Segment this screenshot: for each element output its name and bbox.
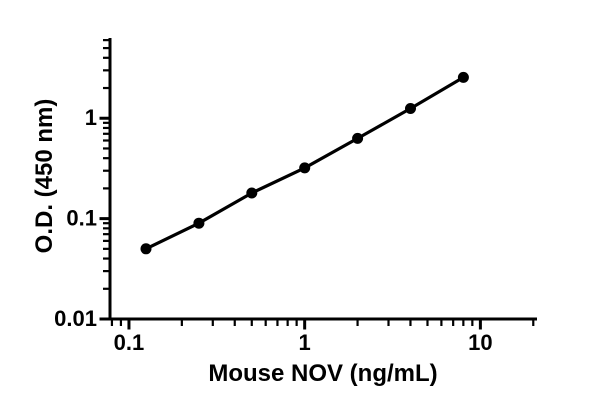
x-axis-title: Mouse NOV (ng/mL) — [208, 360, 437, 387]
data-point-marker — [299, 162, 311, 174]
data-point-marker — [457, 71, 469, 83]
x-tick-label: 0.1 — [114, 330, 145, 355]
data-point-marker — [246, 187, 258, 199]
y-tick-label: 0.01 — [54, 306, 97, 331]
y-tick-label: 1 — [85, 105, 97, 130]
y-axis-title: O.D. (450 nm) — [31, 99, 58, 254]
data-point-marker — [405, 103, 416, 114]
data-point-marker — [140, 243, 152, 255]
data-point-marker — [352, 132, 364, 144]
axis-ticks: 0.1 1 10 0.01 0.1 1 — [54, 39, 535, 355]
data-series — [140, 71, 469, 255]
axes — [108, 38, 537, 321]
y-tick-label: 0.1 — [66, 206, 97, 231]
x-tick-label: 10 — [468, 330, 492, 355]
data-point-marker — [193, 217, 205, 229]
x-tick-label: 1 — [299, 330, 311, 355]
